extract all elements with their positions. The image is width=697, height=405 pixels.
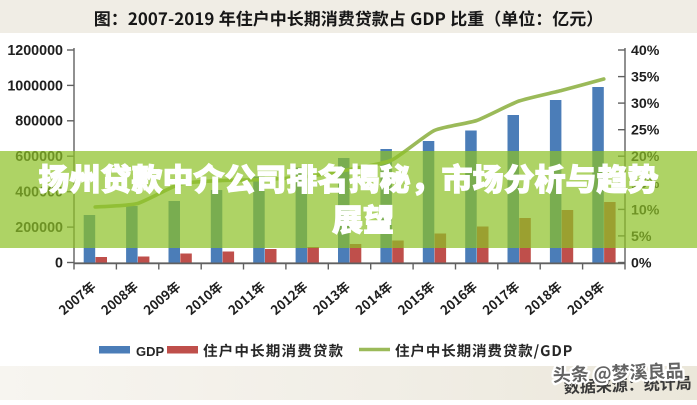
- svg-text:GDP: GDP: [136, 344, 165, 359]
- svg-text:800000: 800000: [15, 114, 63, 130]
- svg-text:35%: 35%: [631, 70, 660, 86]
- svg-text:40%: 40%: [631, 43, 660, 59]
- svg-text:25%: 25%: [631, 123, 660, 139]
- svg-text:30%: 30%: [631, 96, 660, 112]
- svg-text:0: 0: [55, 255, 63, 271]
- svg-text:0%: 0%: [631, 256, 652, 272]
- svg-text:1000000: 1000000: [7, 78, 63, 94]
- svg-text:1200000: 1200000: [7, 43, 63, 59]
